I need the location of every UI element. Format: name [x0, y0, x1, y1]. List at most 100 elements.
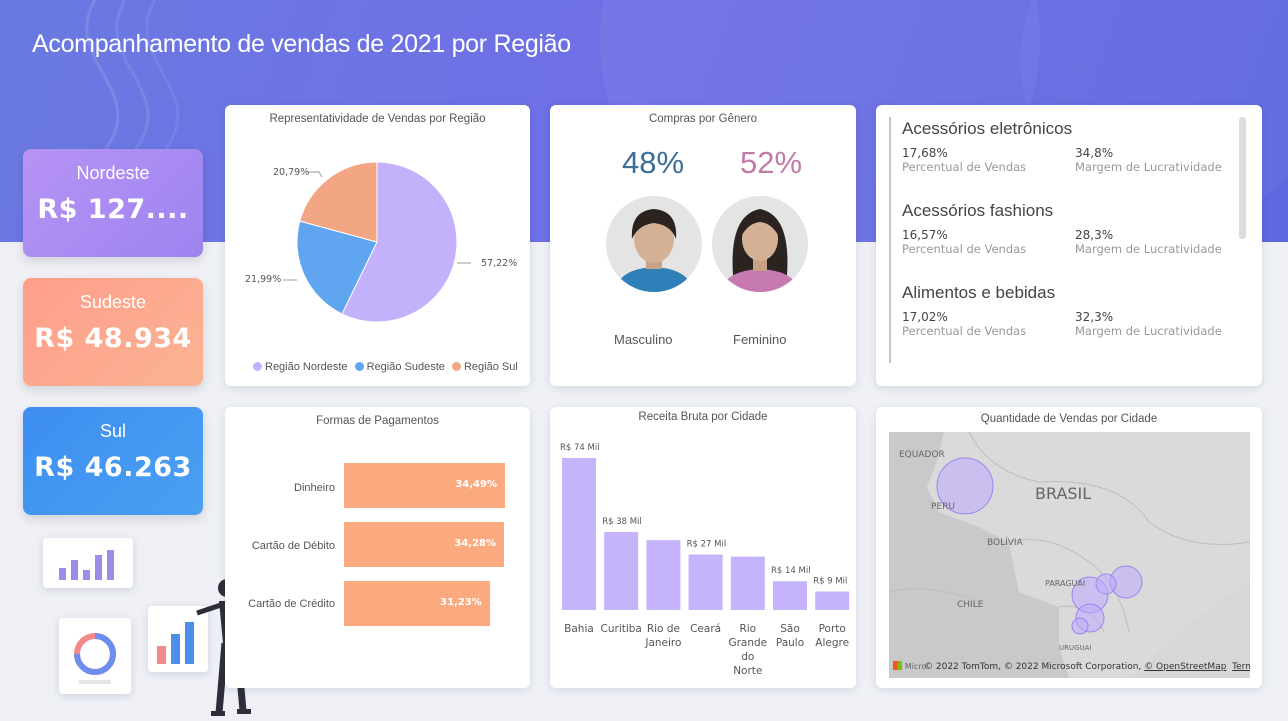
terms-link[interactable]: Terms	[1232, 662, 1250, 672]
bar-value-label: R$ 9 Mil	[813, 577, 847, 587]
margin-label: Margem de Lucratividade	[1075, 160, 1222, 174]
pie-chart-card[interactable]: Representatividade de Vendas por Região …	[225, 105, 530, 386]
page-title: Acompanhamento de vendas de 2021 por Reg…	[32, 30, 571, 58]
chart-title: Representatividade de Vendas por Região	[269, 113, 486, 125]
gender-card[interactable]: Compras por Gênero 48% 52% Masculino Fem…	[550, 105, 856, 386]
pie-label-sul: 20,79%	[273, 167, 309, 178]
map-label: URUGUAI	[1059, 644, 1092, 652]
microsoft-logo-icon	[893, 661, 902, 670]
map-view[interactable]: EQUADOR PERU BRASIL BOLÍVIA PARAGUAI CHI…	[889, 432, 1250, 678]
bar-value-label: 31,23%	[440, 597, 482, 608]
map-logo-text: Micro	[904, 662, 927, 671]
category-label: Ceará	[690, 623, 721, 635]
map-shapes	[889, 432, 1250, 678]
map-card[interactable]: Quantidade de Vendas por Cidade EQUADOR …	[876, 407, 1262, 688]
map-attribution: © 2022 TomTom, © 2022 Microsoft Corporat…	[924, 662, 1250, 672]
category-list[interactable]: Acessórios eletrônicos 17,68% 34,8% Perc…	[889, 117, 1234, 377]
sales-percent: 17,68%	[902, 146, 948, 160]
category-card[interactable]: Acessórios eletrônicos 17,68% 34,8% Perc…	[876, 105, 1262, 386]
bubble-ceara[interactable]	[1095, 573, 1117, 595]
payment-chart-card[interactable]: Formas de Pagamentos Dinheiro Cartão de …	[225, 407, 530, 688]
bar-value-label: R$ 74 Mil	[560, 443, 600, 453]
category-label: do	[741, 651, 754, 663]
revenue-bar-chart: R$ 74 Mil Bahia R$ 38 Mil Curitiba Rio de Jan…	[560, 443, 850, 677]
bar-5[interactable]	[773, 581, 807, 610]
scrollbar[interactable]	[1239, 117, 1246, 239]
legend-label: Região Sul	[463, 361, 518, 373]
bar-6[interactable]	[815, 591, 850, 610]
kpi-label: Nordeste	[76, 163, 150, 183]
sales-percent-label: Percentual de Vendas	[902, 324, 1027, 338]
revenue-chart-card[interactable]: Receita Bruta por Cidade R$ 74 Mil Bahia R…	[550, 407, 856, 688]
payment-label: Dinheiro	[294, 482, 335, 494]
legend-item-sudeste[interactable]: Região Sudeste	[354, 361, 445, 373]
bar-3[interactable]	[688, 554, 723, 610]
bar-value-label: R$ 27 Mil	[687, 540, 727, 550]
margin-value: 34,8%	[1075, 146, 1114, 160]
chart-title: Quantidade de Vendas por Cidade	[980, 413, 1158, 425]
donut-chart-illustration	[59, 618, 131, 694]
legend-label: Região Nordeste	[265, 361, 348, 373]
kpi-card-nordeste[interactable]: Nordeste R$ 127....	[23, 149, 203, 257]
chart-title: Formas de Pagamentos	[316, 415, 439, 427]
map-credit-text: © 2022 TomTom, © 2022 Microsoft Corporat…	[924, 662, 1142, 672]
category-label: São	[780, 623, 800, 635]
category-name: Alimentos e bebidas	[902, 283, 1056, 302]
bar-value-label: 34,49%	[455, 479, 497, 490]
bubble-bahia[interactable]	[936, 457, 994, 515]
legend-item-nordeste[interactable]: Região Nordeste	[253, 361, 348, 373]
male-percent: 48%	[622, 145, 685, 180]
category-name: Acessórios eletrônicos	[902, 119, 1073, 138]
sales-percent-label: Percentual de Vendas	[902, 242, 1027, 256]
payment-label: Cartão de Débito	[251, 540, 335, 552]
map-label: PERU	[931, 502, 955, 512]
legend-item-sul[interactable]: Região Sul	[451, 361, 518, 373]
male-label: Masculino	[614, 332, 673, 347]
bar-2[interactable]	[646, 540, 681, 610]
bar-dinheiro[interactable]: 34,49%	[344, 463, 505, 508]
pie-slice-sudeste[interactable]	[296, 220, 378, 315]
category-label: Rio de	[647, 623, 680, 635]
payment-label: Cartão de Crédito	[248, 598, 335, 610]
bubble-porto-alegre[interactable]	[1071, 617, 1089, 635]
bar-4[interactable]	[730, 556, 765, 610]
map-credit: Micro	[893, 661, 926, 672]
margin-label: Margem de Lucratividade	[1075, 242, 1222, 256]
margin-value: 28,3%	[1075, 228, 1114, 242]
chart-title: Receita Bruta por Cidade	[638, 411, 768, 423]
bar-1[interactable]	[604, 531, 639, 610]
pie-legend: Região Nordeste Região Sudeste Região Su…	[253, 361, 522, 373]
bar-0[interactable]	[562, 458, 596, 610]
bar-value-label: 34,28%	[454, 538, 497, 549]
category-label: Paulo	[776, 637, 804, 649]
category-name: Acessórios fashions	[902, 201, 1054, 220]
category-label: Janeiro	[644, 637, 681, 649]
margin-label: Margem de Lucratividade	[1075, 324, 1222, 338]
openstreetmap-link[interactable]: © OpenStreetMap	[1144, 662, 1227, 672]
female-avatar-icon	[712, 196, 808, 292]
male-avatar-icon	[606, 196, 702, 292]
sales-percent: 16,57%	[902, 228, 948, 242]
pie-label-nordeste: 57,22%	[481, 258, 517, 269]
list-item: Acessórios fashions 16,57% 28,3% Percent…	[889, 199, 1234, 281]
mini-bar-chart-illustration	[43, 538, 133, 588]
category-label: Curitiba	[601, 623, 642, 635]
map-label: EQUADOR	[899, 450, 945, 460]
legend-label: Região Sudeste	[366, 361, 445, 373]
pie-slice-sul[interactable]	[299, 161, 378, 243]
category-label: Rio	[739, 623, 756, 635]
margin-value: 32,3%	[1075, 310, 1114, 324]
list-item: Acessórios eletrônicos 17,68% 34,8% Perc…	[889, 117, 1234, 199]
bar-cartao-credito[interactable]: 31,23%	[344, 581, 490, 626]
pie-slice-nordeste[interactable]	[341, 161, 458, 323]
bar-cartao-debito[interactable]: 34,28%	[344, 522, 505, 567]
category-label: Grande	[728, 637, 767, 649]
sales-percent-label: Percentual de Vendas	[902, 160, 1027, 174]
category-label: Alegre	[815, 637, 849, 649]
pie-chart: 57,22% 21,99% 20,79%	[245, 161, 517, 323]
map-label: PARAGUAI	[1045, 579, 1086, 588]
category-label: Bahia	[564, 623, 594, 635]
chart-title: Compras por Gênero	[648, 113, 758, 125]
kpi-card-sudeste[interactable]: Sudeste R$ 48.934	[23, 278, 203, 386]
kpi-card-sul[interactable]: Sul R$ 46.263	[23, 407, 203, 515]
